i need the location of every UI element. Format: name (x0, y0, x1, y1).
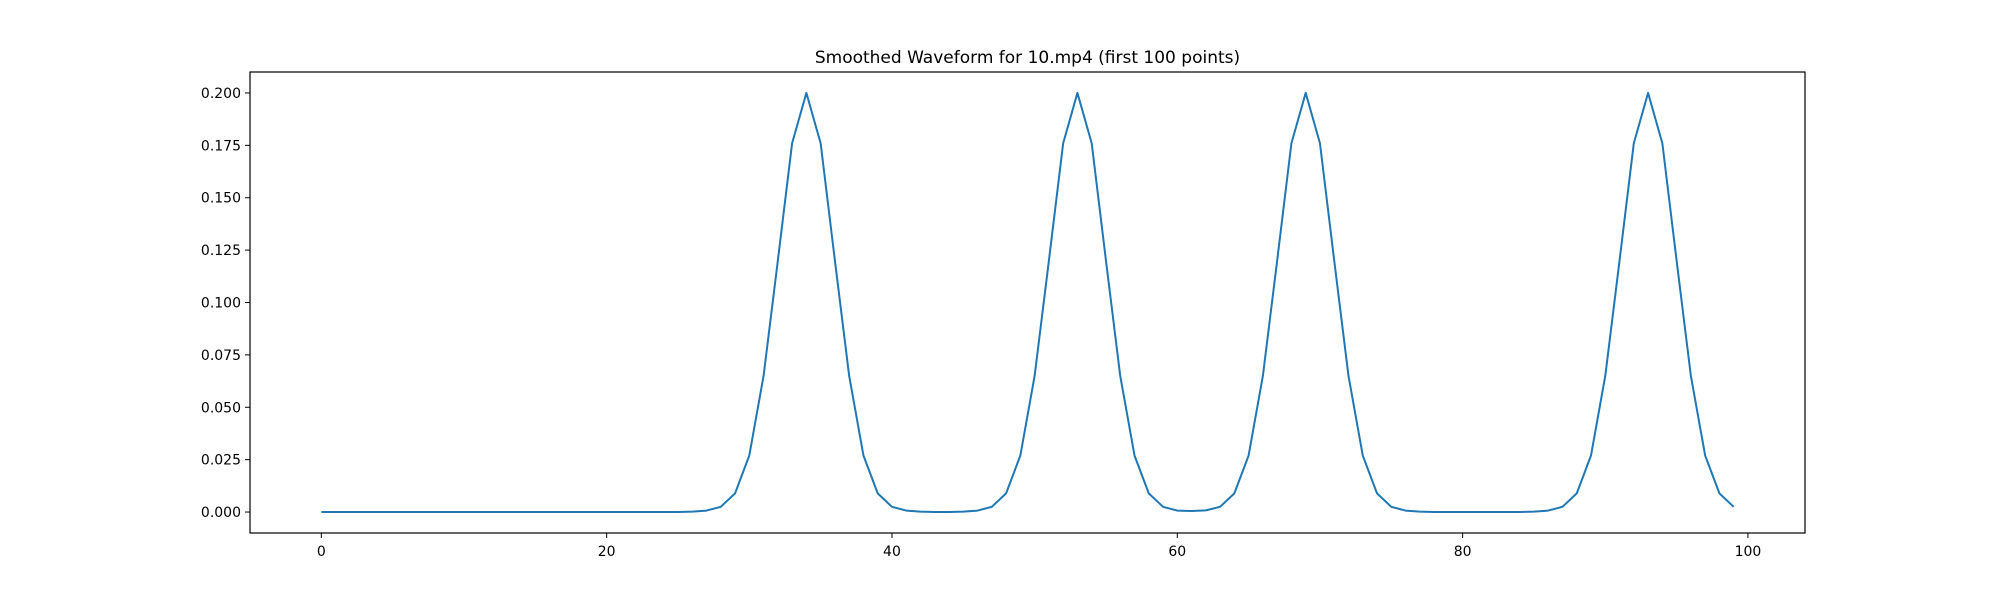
y-tick-label: 0.025 (201, 453, 241, 469)
chart-title: Smoothed Waveform for 10.mp4 (first 100 … (815, 48, 1240, 68)
y-tick-label: 0.175 (201, 138, 241, 154)
series-line (321, 91, 1735, 514)
x-tick-label: 0 (317, 544, 326, 560)
y-tick-label: 0.075 (201, 348, 241, 364)
x-axis: 0 20 40 60 80 100 (317, 533, 1761, 560)
plot-area: 0 20 40 60 80 100 0.0000.0250.0500.0750.1000.… (201, 71, 1806, 560)
axes-frame (249, 71, 1806, 534)
x-tick-label: 20 (598, 544, 616, 560)
y-tick-label: 0.150 (201, 191, 241, 207)
y-tick-label: 0.200 (201, 86, 241, 102)
y-tick-label: 0.000 (201, 505, 241, 521)
x-tick-label: 40 (883, 544, 901, 560)
x-tick-label: 60 (1168, 544, 1186, 560)
x-tick-label: 100 (1735, 544, 1762, 560)
x-tick-label: 80 (1454, 544, 1472, 560)
y-axis: 0.000 0.025 0.050 0.075 0.100 0.125 0.150 0.175… (201, 86, 250, 521)
series-layer (321, 91, 1735, 514)
y-tick-label: 0.050 (201, 400, 241, 416)
y-tick-label: 0.125 (201, 243, 241, 259)
y-tick-label: 0.100 (201, 296, 241, 312)
